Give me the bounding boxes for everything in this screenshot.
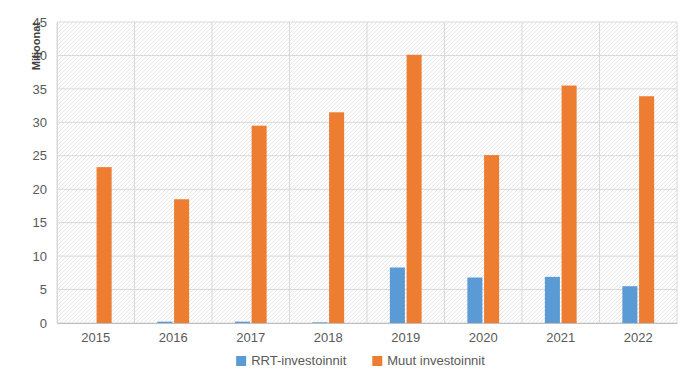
- plot-background: [57, 22, 677, 323]
- y-tick: 35: [33, 82, 57, 97]
- bars: [97, 55, 655, 323]
- category-divider: [522, 22, 523, 323]
- bar: [467, 278, 482, 323]
- x-tick: 2020: [469, 323, 498, 345]
- y-tick: 5: [40, 282, 57, 297]
- chart: 0510152025303540452015201620172018201920…: [0, 0, 681, 385]
- legend-item: RRT-investoinnit: [236, 353, 347, 368]
- x-tick: 2018: [314, 323, 343, 345]
- bar: [80, 323, 95, 324]
- grid-line: [57, 323, 677, 324]
- category-divider: [599, 22, 600, 323]
- x-axis-line: [58, 323, 678, 324]
- legend-label: Muut investoinnit: [387, 353, 485, 368]
- legend-swatch: [372, 356, 382, 366]
- y-tick: 20: [33, 182, 57, 197]
- legend-swatch: [236, 356, 246, 366]
- bar: [235, 322, 250, 323]
- x-tick: 2015: [81, 323, 110, 345]
- category-divider: [289, 22, 290, 323]
- x-tick-label: 2022: [624, 330, 653, 345]
- y-tick-label: 15: [33, 215, 47, 230]
- category-divider: [134, 22, 135, 323]
- y-tick: 30: [33, 115, 57, 130]
- y-tick-label: 35: [33, 82, 47, 97]
- x-tick: 2022: [624, 323, 653, 345]
- bar: [312, 322, 327, 323]
- plot: 0510152025303540452015201620172018201920…: [33, 15, 678, 346]
- y-tick: 15: [33, 215, 57, 230]
- x-tick-label: 2016: [159, 330, 188, 345]
- y-tick: 25: [33, 148, 57, 163]
- bar: [174, 199, 189, 323]
- category-divider: [57, 22, 58, 323]
- bar: [97, 167, 112, 323]
- legend-item: Muut investoinnit: [372, 353, 485, 368]
- y-tick-label: 10: [33, 249, 47, 264]
- x-tick: 2017: [236, 323, 265, 345]
- bar: [622, 286, 637, 323]
- bar: [157, 322, 172, 323]
- bar: [390, 267, 405, 323]
- x-tick: 2021: [546, 323, 575, 345]
- bar: [252, 126, 267, 323]
- y-tick: 10: [33, 249, 57, 264]
- x-axis: 2015 2016 2017 2018 2019 2020 2021 2022: [58, 323, 678, 345]
- grid-line: [57, 256, 677, 257]
- x-tick-label: 2020: [469, 330, 498, 345]
- grid-line: [57, 88, 677, 89]
- bar: [639, 96, 654, 323]
- x-tick-label: 2019: [391, 330, 420, 345]
- x-tick-label: 2021: [546, 330, 575, 345]
- grid-line: [57, 289, 677, 290]
- x-tick-label: 2017: [236, 330, 265, 345]
- y-tick-label: 20: [33, 182, 47, 197]
- grid-line: [57, 189, 677, 190]
- x-tick: 2019: [391, 323, 420, 345]
- grid: [57, 22, 677, 323]
- bar: [545, 277, 560, 323]
- category-divider: [444, 22, 445, 323]
- x-tick: 2016: [159, 323, 188, 345]
- grid-line: [57, 22, 677, 23]
- bar: [484, 155, 499, 323]
- y-axis-title: Miljoonat: [30, 22, 42, 71]
- legend-label: RRT-investoinnit: [251, 353, 347, 368]
- legend: RRT-investoinnit Muut investoinnit: [236, 353, 485, 368]
- y-tick-label: 25: [33, 148, 47, 163]
- y-tick: 0: [40, 316, 57, 331]
- bar-series: [97, 55, 655, 323]
- grid-line: [57, 122, 677, 123]
- y-tick-label: 30: [33, 115, 47, 130]
- category-divider: [677, 22, 678, 323]
- category-divider: [367, 22, 368, 323]
- bar: [329, 112, 344, 323]
- y-axis-line: [57, 23, 58, 324]
- bar: [407, 55, 422, 323]
- grid-line: [57, 55, 677, 56]
- x-tick-label: 2018: [314, 330, 343, 345]
- bar: [562, 86, 577, 323]
- grid-line: [57, 155, 677, 156]
- x-tick-label: 2015: [81, 330, 110, 345]
- y-tick-label: 0: [40, 316, 47, 331]
- category-divider: [212, 22, 213, 323]
- grid-line: [57, 222, 677, 223]
- y-tick-label: 5: [40, 282, 47, 297]
